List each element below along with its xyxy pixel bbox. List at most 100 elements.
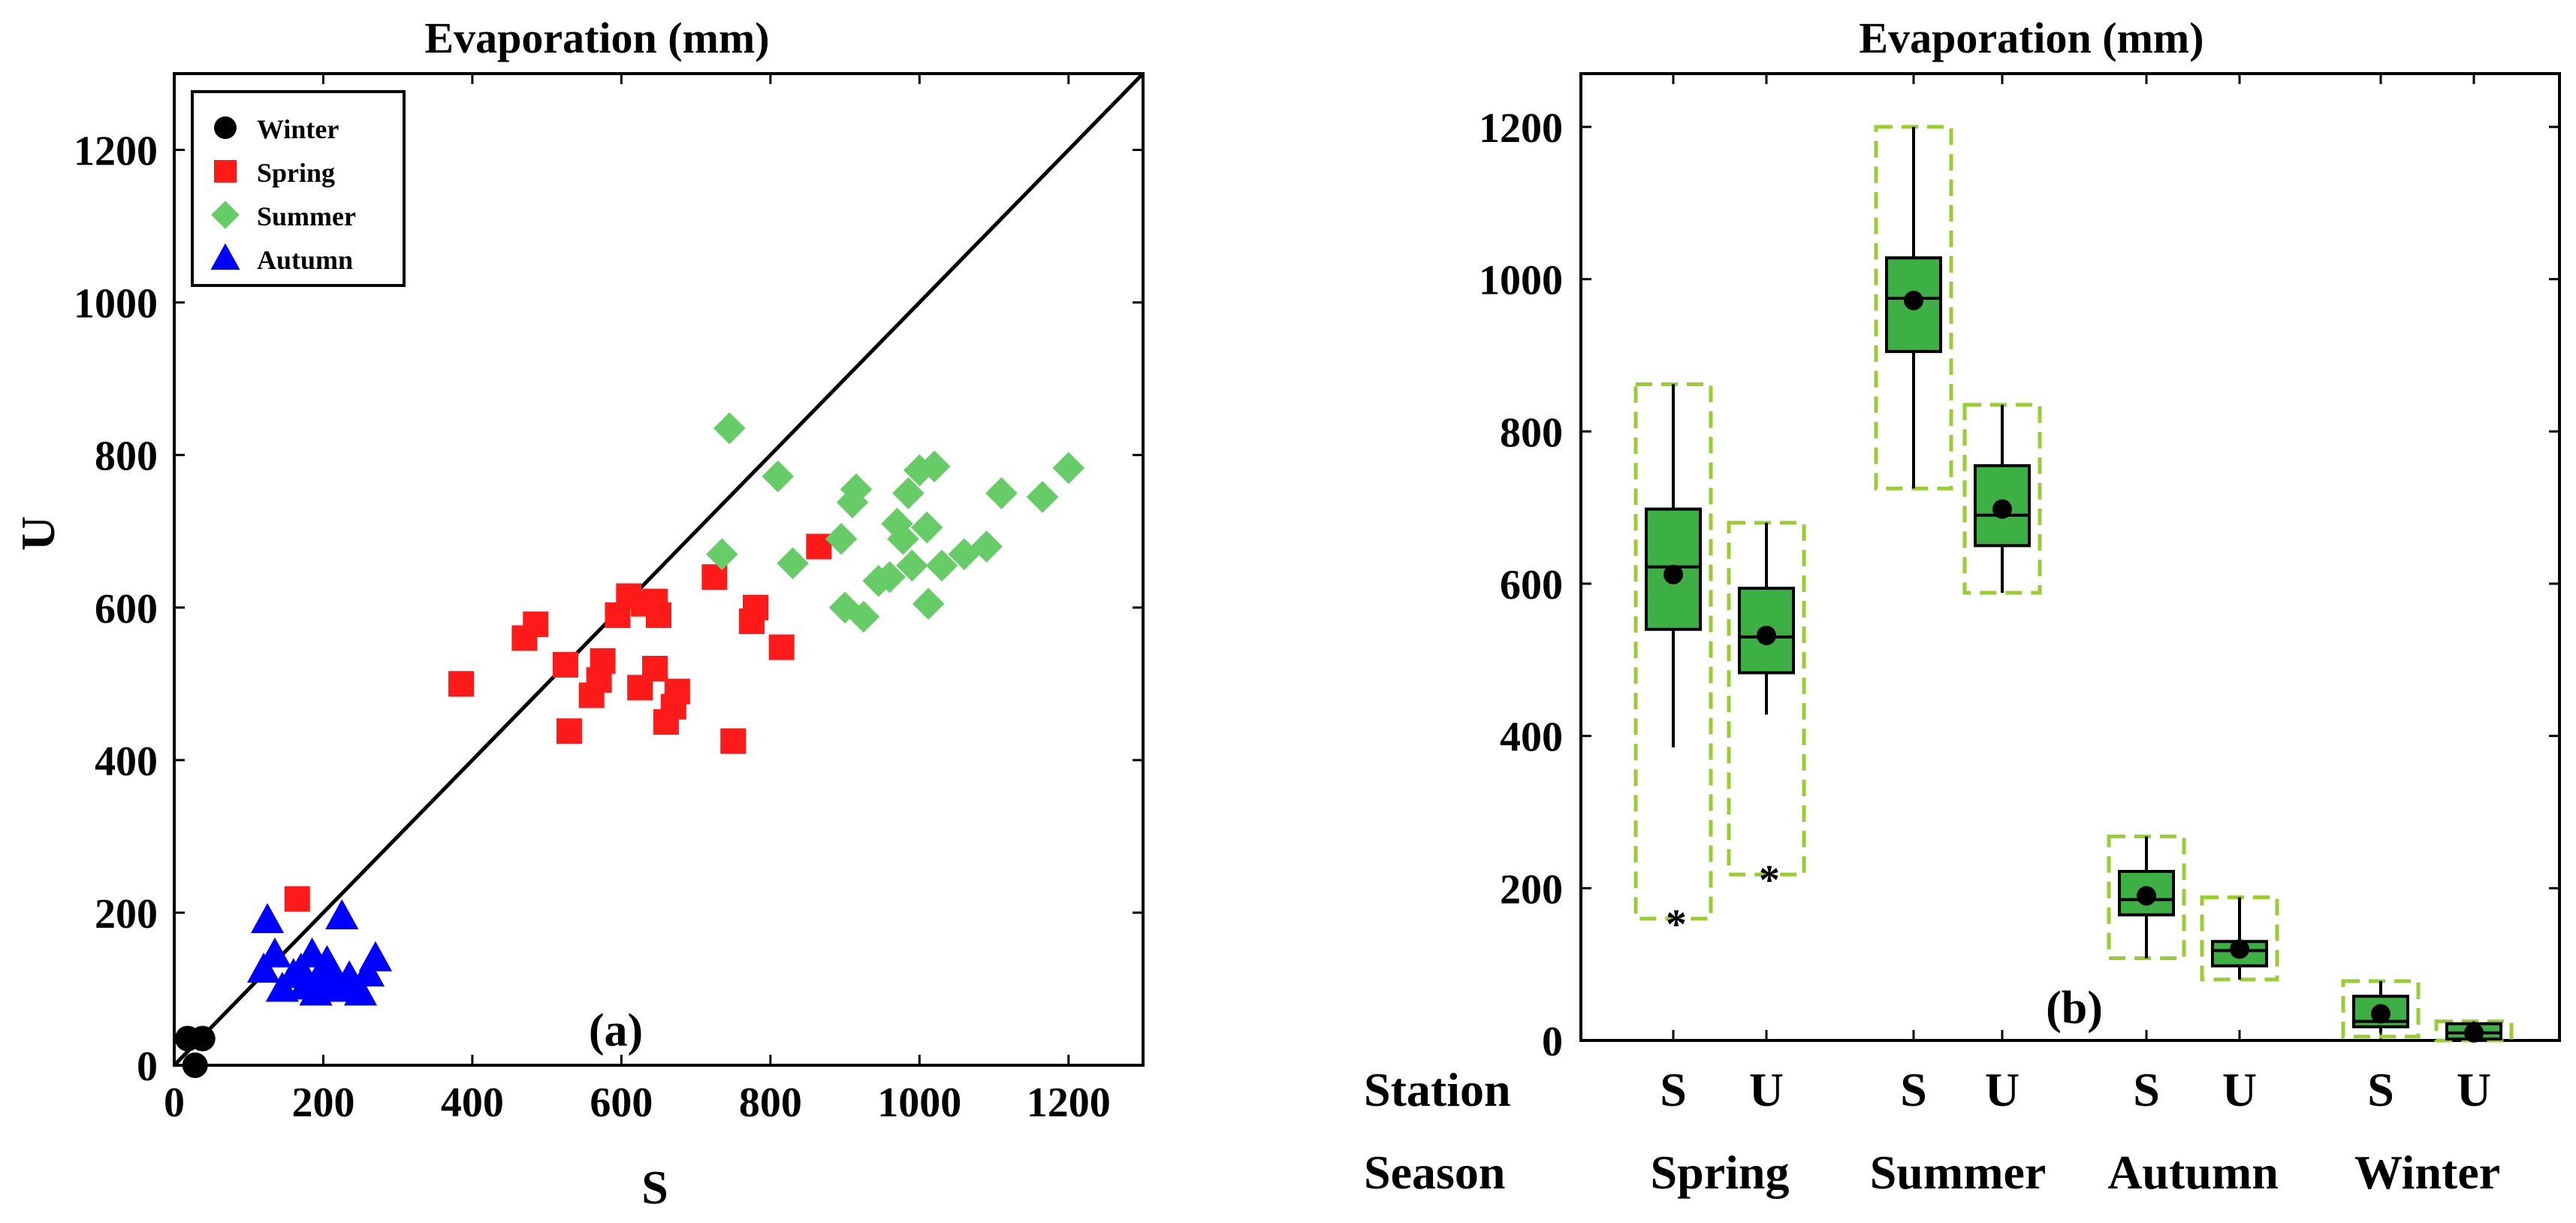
x-tick-label: 400 bbox=[441, 1080, 504, 1126]
scatter-x-label: S bbox=[641, 1161, 668, 1214]
summer-point bbox=[713, 412, 746, 445]
spring-point bbox=[284, 886, 310, 912]
y-tick-label: 1200 bbox=[1479, 105, 1563, 152]
summer-point bbox=[887, 523, 919, 555]
legend-winter-marker bbox=[214, 116, 237, 139]
boxplot-panel: Evaporation (mm) 020040060080010001200*S… bbox=[1364, 14, 2561, 1199]
spring-point bbox=[743, 594, 768, 621]
mean-marker bbox=[1757, 625, 1776, 645]
autumn-point bbox=[246, 953, 281, 983]
mean-marker bbox=[2464, 1022, 2484, 1043]
autumn-point bbox=[351, 956, 385, 987]
box-winter-u: U bbox=[2434, 74, 2514, 1116]
autumn-point bbox=[325, 899, 359, 929]
y-tick-label: 200 bbox=[1500, 866, 1563, 913]
spring-point bbox=[642, 656, 668, 681]
mean-marker bbox=[1992, 499, 2012, 519]
y-tick-label: 800 bbox=[1500, 409, 1563, 456]
one-to-one-line bbox=[173, 72, 1145, 1067]
legend-autumn-label: Autumn bbox=[257, 245, 353, 275]
season-row-label: Season bbox=[1364, 1146, 1506, 1199]
summer-point bbox=[873, 560, 906, 593]
box-winter-s: S bbox=[2341, 74, 2421, 1116]
legend-winter-label: Winter bbox=[257, 114, 339, 144]
winter-point bbox=[189, 1025, 216, 1052]
station-label: S bbox=[1660, 1063, 1687, 1116]
scatter-legend: Winter Spring Summer Autumn bbox=[191, 90, 406, 287]
spring-point bbox=[646, 602, 671, 628]
summer-point bbox=[1052, 451, 1085, 485]
y-tick-label: 400 bbox=[95, 738, 158, 785]
season-label-autumn: Autumn bbox=[2107, 1146, 2279, 1199]
winter-point bbox=[182, 1052, 208, 1078]
summer-point bbox=[825, 523, 858, 555]
boxplot-annotation: (b) bbox=[2046, 983, 2103, 1034]
y-tick-label: 400 bbox=[1500, 714, 1563, 761]
season-label-winter: Winter bbox=[2354, 1146, 2500, 1199]
spring-point bbox=[552, 651, 578, 678]
summer-point bbox=[970, 530, 1003, 563]
summer-point bbox=[762, 460, 795, 493]
legend-spring-label: Spring bbox=[257, 158, 335, 188]
mean-marker bbox=[1664, 564, 1683, 584]
iqr-box bbox=[2118, 870, 2175, 916]
y-tick-label: 1200 bbox=[74, 128, 158, 175]
station-label: S bbox=[2133, 1063, 2160, 1116]
station-label: U bbox=[2222, 1063, 2257, 1116]
boxplot-title: Evaporation (mm) bbox=[1859, 14, 2203, 62]
scatter-axes-frame bbox=[173, 72, 1145, 1067]
x-tick-label: 0 bbox=[164, 1080, 185, 1126]
mean-marker bbox=[1904, 290, 1923, 310]
station-label: U bbox=[1749, 1063, 1784, 1116]
legend-spring-marker bbox=[214, 160, 237, 183]
iqr-box bbox=[1974, 464, 2031, 548]
spring-point bbox=[523, 612, 549, 638]
mean-marker bbox=[2230, 939, 2249, 959]
box-autumn-s: S bbox=[2107, 74, 2186, 1116]
station-label: U bbox=[2457, 1063, 2491, 1116]
scatter-y-label: U bbox=[11, 516, 65, 551]
legend-summer-label: Summer bbox=[257, 201, 356, 231]
spring-point bbox=[768, 634, 795, 660]
y-tick-label: 1000 bbox=[74, 281, 158, 328]
autumn-point bbox=[358, 941, 393, 971]
scatter-plot-area: 0 200 400 600 800 1000 1200 0 200 400 600 800 1000 12… bbox=[74, 72, 1145, 1126]
summer-point bbox=[912, 587, 945, 620]
summer-point bbox=[896, 549, 928, 582]
y-tick-label: 0 bbox=[137, 1043, 158, 1090]
y-tick-label: 200 bbox=[95, 891, 158, 938]
autumn-point bbox=[343, 975, 378, 1006]
box-summer-u: U bbox=[1962, 74, 2042, 1116]
spring-point bbox=[448, 671, 475, 697]
x-tick-label: 800 bbox=[739, 1080, 802, 1126]
summer-point bbox=[840, 473, 873, 506]
spring-point bbox=[556, 718, 582, 744]
autumn-point bbox=[258, 937, 292, 968]
scatter-annotation: (a) bbox=[589, 1005, 643, 1056]
x-tick-label: 1000 bbox=[877, 1080, 961, 1126]
summer-point bbox=[925, 549, 958, 582]
scatter-panel: Evaporation (mm) 0 200 400 600 800 1000 1200 0 2… bbox=[11, 14, 1145, 1214]
autumn-point bbox=[284, 953, 318, 983]
mean-marker bbox=[2371, 1004, 2390, 1024]
x-tick-label: 600 bbox=[590, 1080, 653, 1126]
x-tick-label: 1200 bbox=[1027, 1080, 1111, 1126]
legend-summer-marker bbox=[211, 201, 240, 229]
summer-point bbox=[1026, 481, 1059, 513]
box-spring-s: *S bbox=[1633, 74, 1713, 1116]
station-label: S bbox=[1900, 1063, 1927, 1116]
x-tick-label: 200 bbox=[291, 1080, 354, 1126]
summer-point bbox=[892, 477, 925, 509]
box-autumn-u: U bbox=[2200, 74, 2279, 1116]
scatter-title: Evaporation (mm) bbox=[424, 14, 769, 62]
spring-point bbox=[664, 678, 690, 705]
summer-point bbox=[847, 600, 880, 633]
mean-marker bbox=[2137, 886, 2156, 906]
autumn-point bbox=[250, 903, 285, 934]
season-label-summer: Summer bbox=[1870, 1146, 2047, 1199]
box-summer-s: S bbox=[1874, 74, 1953, 1116]
y-tick-label: 800 bbox=[95, 433, 158, 480]
station-row-label: Station bbox=[1364, 1063, 1511, 1116]
